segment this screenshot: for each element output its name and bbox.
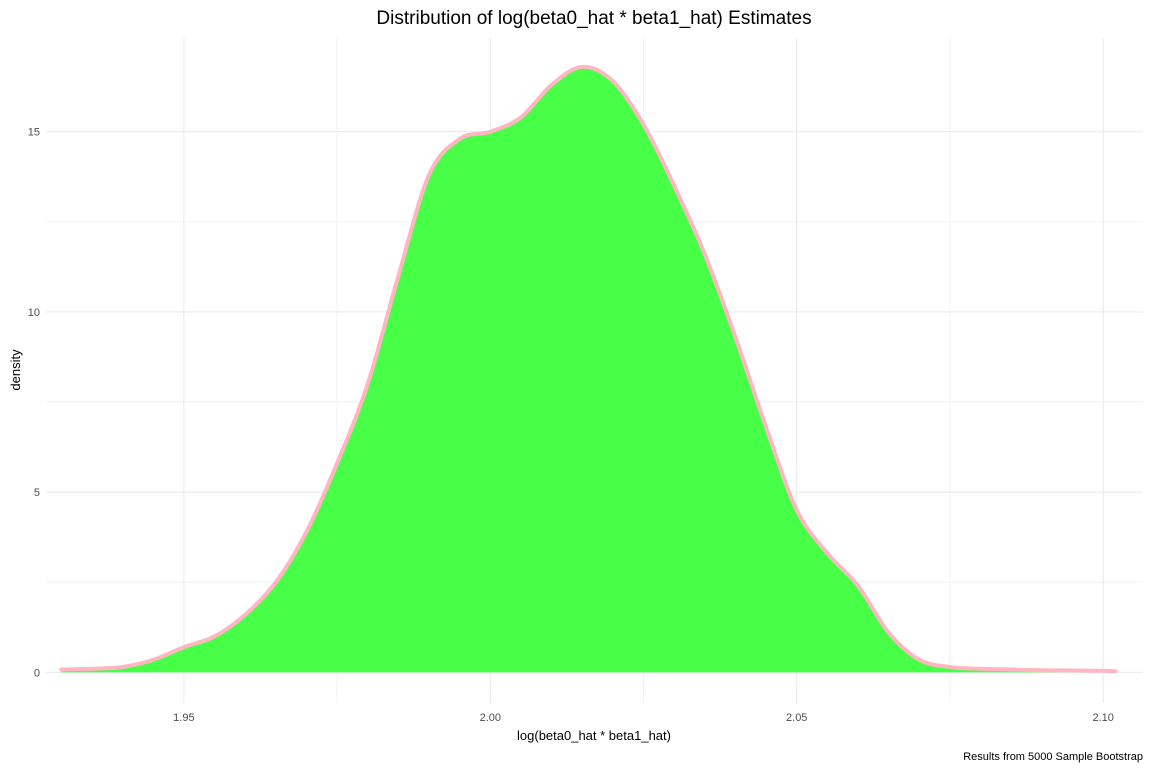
density-area: [61, 66, 1116, 673]
y-tick-label: 0: [34, 667, 40, 679]
x-tick-label: 2.05: [786, 712, 807, 724]
chart-caption: Results from 5000 Sample Bootstrap: [963, 751, 1143, 763]
y-axis-title: density: [8, 349, 23, 391]
chart-title: Distribution of log(beta0_hat * beta1_ha…: [376, 8, 811, 29]
y-tick-label: 10: [28, 307, 40, 319]
tick-labels: 1.95 2.00 2.05 2.10 0 5 10 15: [28, 127, 1114, 724]
x-tick-label: 2.10: [1092, 712, 1113, 724]
density-outline: [59, 64, 1118, 674]
y-tick-label: 5: [34, 487, 40, 499]
y-tick-label: 15: [28, 127, 40, 139]
x-tick-label: 1.95: [173, 712, 194, 724]
x-tick-label: 2.00: [480, 712, 501, 724]
x-axis-title: log(beta0_hat * beta1_hat): [517, 728, 671, 743]
density-area-group: [59, 64, 1118, 674]
